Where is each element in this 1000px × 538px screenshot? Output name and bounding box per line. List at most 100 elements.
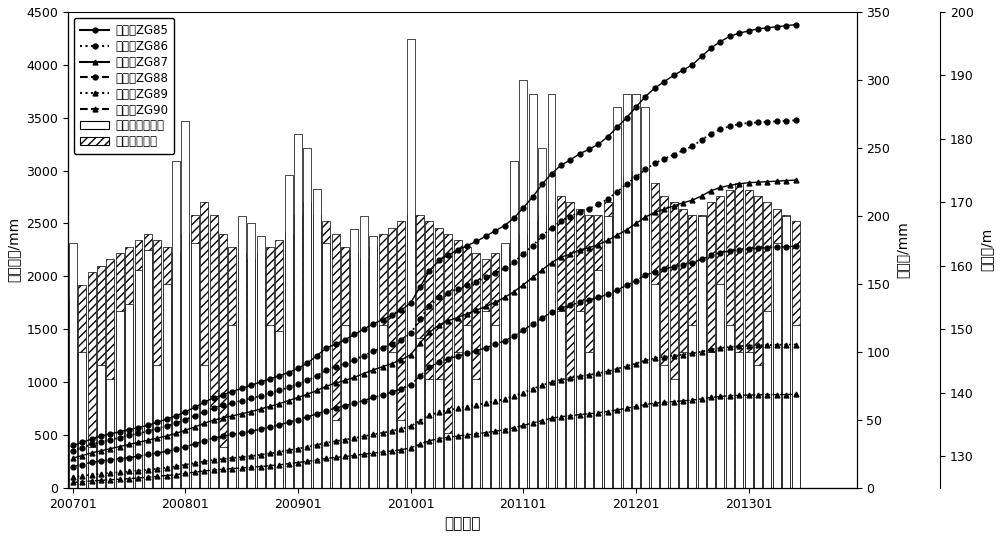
Bar — [501, 243, 509, 488]
Bar — [698, 215, 706, 488]
Bar — [585, 215, 593, 488]
Bar — [773, 243, 781, 488]
Bar — [463, 247, 471, 488]
Bar — [397, 420, 405, 488]
Bar — [88, 272, 96, 488]
Bar — [576, 209, 584, 488]
Bar — [97, 365, 105, 488]
Bar — [548, 202, 555, 488]
Bar — [144, 250, 152, 488]
Bar — [670, 202, 678, 488]
Bar — [407, 215, 415, 488]
Bar — [341, 324, 349, 488]
Bar — [181, 234, 189, 488]
Bar — [548, 94, 555, 488]
Bar — [247, 223, 255, 488]
Bar — [285, 175, 293, 488]
Bar — [379, 234, 387, 488]
Bar — [641, 171, 649, 488]
Bar — [425, 379, 433, 488]
Bar — [519, 234, 527, 488]
Bar — [566, 379, 574, 488]
Bar — [594, 215, 602, 488]
Bar — [679, 209, 687, 488]
Bar — [275, 331, 283, 488]
Bar — [632, 171, 640, 488]
Bar — [529, 221, 537, 488]
Bar — [369, 236, 377, 488]
Bar — [613, 107, 621, 488]
Bar — [782, 215, 790, 488]
Bar — [670, 379, 678, 488]
Bar — [491, 324, 499, 488]
Bar — [491, 253, 499, 488]
Bar — [557, 196, 565, 488]
Bar — [369, 247, 377, 488]
Bar — [69, 298, 77, 488]
Bar — [623, 94, 631, 488]
Bar — [360, 216, 368, 488]
Bar — [501, 247, 509, 488]
Bar — [463, 324, 471, 488]
Bar — [266, 324, 274, 488]
Bar — [519, 80, 527, 488]
Bar — [266, 247, 274, 488]
Bar — [397, 221, 405, 488]
Bar — [482, 311, 490, 488]
Bar — [660, 196, 668, 488]
Bar — [313, 189, 321, 488]
Bar — [388, 352, 396, 488]
Bar — [88, 447, 96, 488]
Bar — [716, 284, 724, 488]
Bar — [407, 39, 415, 488]
Y-axis label: 累计位移/mm: 累计位移/mm — [7, 217, 21, 282]
X-axis label: 监测月份: 监测月份 — [444, 516, 481, 531]
Bar — [510, 161, 518, 488]
Bar — [163, 284, 171, 488]
Bar — [238, 253, 246, 488]
Bar — [444, 434, 452, 488]
Y-axis label: 降雨量/mm: 降雨量/mm — [896, 222, 910, 278]
Bar — [388, 228, 396, 488]
Bar — [745, 189, 753, 488]
Bar — [219, 234, 227, 488]
Bar — [379, 324, 387, 488]
Bar — [604, 216, 612, 488]
Bar — [125, 247, 133, 488]
Bar — [332, 420, 340, 488]
Bar — [116, 311, 124, 488]
Bar — [153, 240, 161, 488]
Bar — [172, 161, 180, 488]
Bar — [792, 324, 800, 488]
Bar — [210, 215, 218, 488]
Bar — [472, 253, 480, 488]
Y-axis label: 库水位/m: 库水位/m — [979, 228, 993, 272]
Bar — [754, 196, 762, 488]
Bar — [763, 311, 771, 488]
Bar — [116, 253, 124, 488]
Bar — [735, 352, 743, 488]
Bar — [792, 221, 800, 488]
Bar — [144, 234, 152, 488]
Bar — [763, 202, 771, 488]
Bar — [313, 215, 321, 488]
Bar — [566, 202, 574, 488]
Bar — [716, 196, 724, 488]
Bar — [773, 209, 781, 488]
Bar — [782, 216, 790, 488]
Bar — [172, 253, 180, 488]
Bar — [416, 338, 424, 488]
Bar — [613, 189, 621, 488]
Bar — [623, 177, 631, 488]
Bar — [651, 284, 659, 488]
Bar — [294, 215, 302, 488]
Bar — [191, 243, 199, 488]
Bar — [726, 324, 734, 488]
Bar — [745, 352, 753, 488]
Bar — [181, 121, 189, 488]
Bar — [294, 134, 302, 488]
Bar — [594, 270, 602, 488]
Bar — [106, 379, 114, 488]
Bar — [247, 259, 255, 488]
Bar — [69, 243, 77, 488]
